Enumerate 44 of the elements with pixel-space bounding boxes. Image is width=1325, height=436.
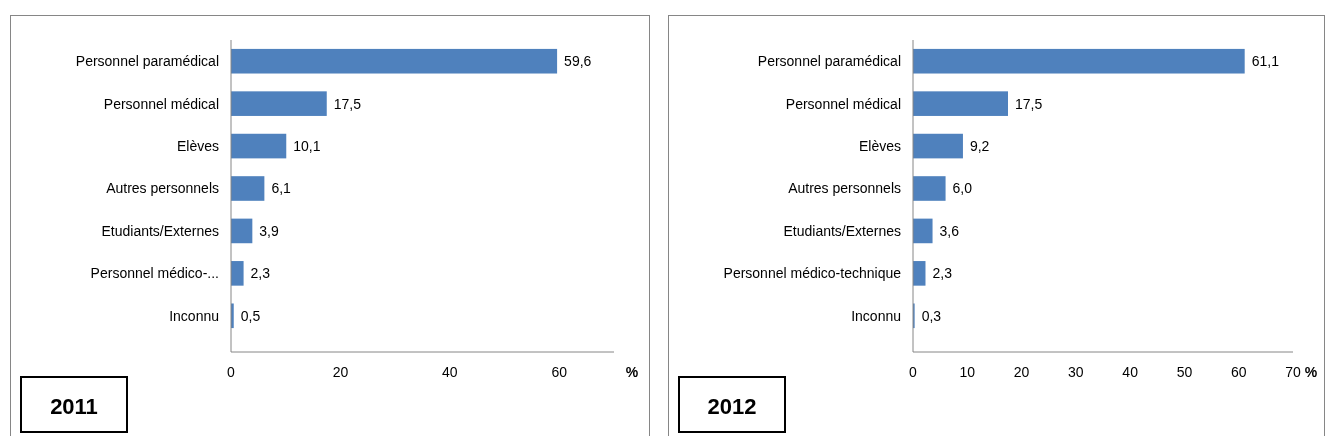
y-tick-label: Personnel médical — [103, 95, 219, 112]
x-tick-label: 60 — [551, 364, 568, 380]
y-tick-label: Personnel médico-... — [90, 265, 219, 282]
data-label: 17,5 — [1015, 95, 1043, 112]
y-tick-label: Personnel paramédical — [757, 53, 901, 70]
y-tick-label: Elèves — [858, 137, 901, 154]
y-tick-label: Personnel médico-technique — [723, 265, 902, 282]
x-tick-label: 40 — [1122, 364, 1139, 380]
x-tick-label: 30 — [1068, 364, 1084, 380]
x-tick-label: 40 — [442, 364, 458, 380]
data-label: 3,9 — [259, 222, 280, 239]
data-label: 0,5 — [240, 307, 261, 324]
data-label: 0,3 — [921, 307, 942, 324]
x-tick-label: 50 — [1176, 364, 1193, 380]
x-tick-label: 10 — [959, 364, 976, 380]
x-tick-label: 60 — [1230, 364, 1247, 380]
x-tick-label: 0 — [909, 364, 918, 380]
y-tick-label: Etudiants/Externes — [783, 222, 901, 239]
data-label: 2,3 — [932, 265, 953, 282]
y-tick-label: Personnel paramédical — [75, 53, 219, 70]
data-label: 17,5 — [333, 95, 362, 112]
x-axis-title: % — [625, 364, 639, 380]
data-label: 3,6 — [939, 222, 960, 239]
y-tick-label: Elèves — [176, 137, 219, 154]
x-tick-label: 20 — [1013, 364, 1030, 380]
x-tick-label: 0 — [227, 364, 236, 380]
data-label: 61,1 — [1251, 53, 1280, 70]
data-label: 59,6 — [564, 53, 592, 70]
y-tick-label: Inconnu — [851, 307, 901, 324]
text: 2011 — [50, 394, 98, 419]
data-label: 6,1 — [271, 180, 292, 197]
y-tick-label: Autres personnels — [788, 180, 901, 197]
y-tick-label: Autres personnels — [106, 180, 219, 197]
y-tick-label: Inconnu — [169, 307, 219, 324]
data-label: 10,1 — [293, 137, 321, 154]
data-label: 6,0 — [952, 180, 973, 197]
data-label: 2,3 — [250, 265, 271, 282]
x-tick-label: 20 — [332, 364, 349, 380]
data-label: 9,2 — [969, 137, 990, 154]
x-tick-label: 70 — [1285, 364, 1301, 380]
text: 2012 — [707, 394, 757, 419]
x-axis-title: % — [1304, 364, 1318, 380]
y-tick-label: Personnel médical — [785, 95, 901, 112]
y-tick-label: Etudiants/Externes — [101, 222, 219, 239]
